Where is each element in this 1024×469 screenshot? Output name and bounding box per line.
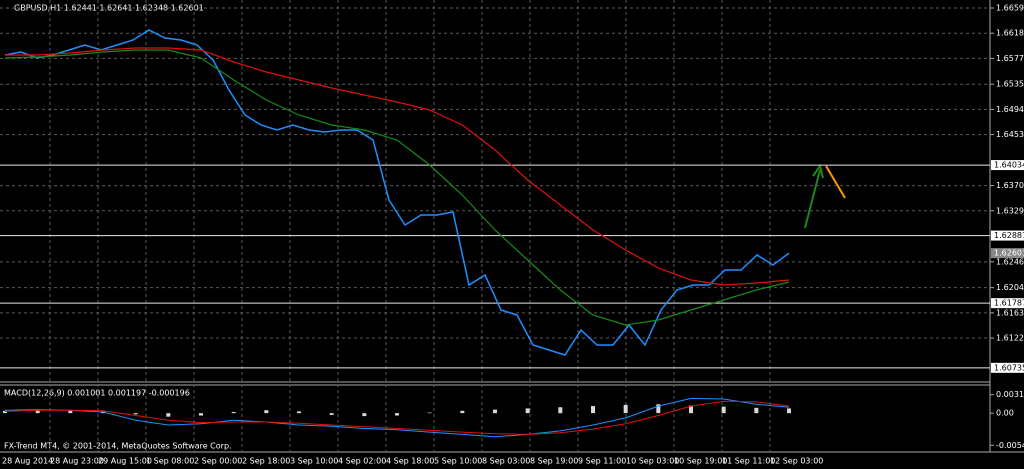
- x-tick-label: 4 Sep 02:00: [338, 457, 386, 466]
- level-tag: [991, 362, 1024, 373]
- macd-bar: [264, 410, 269, 414]
- macd-bar: [754, 407, 759, 414]
- macd-bar: [787, 408, 791, 414]
- macd-title: MACD(12,26,9) 0.001001 0.001197 -0.00019…: [4, 389, 190, 398]
- macd-bar: [721, 406, 726, 414]
- x-tick-label: 28 Aug 23:00: [50, 457, 104, 466]
- x-tick-label: 29 Aug 15:00: [98, 457, 152, 466]
- level-label: 1.62887: [994, 231, 1024, 240]
- copyright: FX-Trend MT4, © 2001-2014, MetaQuotes So…: [4, 442, 232, 451]
- macd-bar: [133, 413, 138, 415]
- y-tick-label: 1.64530: [996, 130, 1024, 139]
- macd-bar: [427, 412, 432, 414]
- x-tick-label: 2 Sep 18:00: [242, 457, 290, 466]
- macd-bar: [493, 409, 497, 414]
- level-label: 1.60735: [994, 363, 1024, 372]
- y-tick-label: 1.62040: [996, 283, 1024, 292]
- macd-line: [4, 400, 790, 435]
- macd-tick-label: 0.00: [996, 409, 1014, 418]
- x-tick-label: 8 Sep 03:00: [482, 457, 530, 466]
- x-tick-label: 5 Sep 10:00: [434, 457, 482, 466]
- macd-bar: [623, 404, 628, 414]
- x-tick-label: 1 Sep 08:00: [146, 457, 194, 466]
- level-tag: [991, 230, 1024, 241]
- x-tick-label: 3 Sep 10:00: [290, 457, 338, 466]
- level-tag: [991, 160, 1024, 171]
- current-price-label: 1.62601: [994, 249, 1024, 258]
- macd-bar: [3, 410, 7, 414]
- price-line: [4, 29, 790, 356]
- arrow-up: [804, 169, 821, 229]
- level-label: 1.64034: [994, 161, 1024, 170]
- macd-bar: [35, 409, 40, 414]
- macd-bar: [68, 410, 73, 414]
- macd-bar: [297, 411, 301, 414]
- x-tick-label: 2 Sep 00:00: [194, 457, 242, 466]
- x-tick-label: 9 Sep 11:00: [578, 457, 626, 466]
- y-tick-label: 1.61220: [996, 334, 1024, 343]
- macd-bar: [558, 407, 563, 414]
- macd-bar: [199, 413, 203, 416]
- y-tick-label: 1.64940: [996, 105, 1024, 114]
- current-price-tag: [991, 248, 1024, 259]
- macd-bar: [231, 411, 236, 414]
- arrow-down: [825, 165, 846, 199]
- y-tick-label: 1.63700: [996, 181, 1024, 190]
- macd-tick-label: -0.005432: [996, 441, 1024, 450]
- macd-bar: [689, 405, 693, 414]
- macd-bar: [656, 404, 661, 414]
- x-tick-label: 4 Sep 18:00: [386, 457, 434, 466]
- trend-arrows: [804, 163, 846, 229]
- arrow-head: [812, 163, 824, 179]
- level-tag: [991, 298, 1024, 309]
- x-tick-label: 10 Sep 19:00: [674, 457, 727, 466]
- y-tick-label: 1.65770: [996, 54, 1024, 63]
- macd-line: [4, 397, 790, 438]
- y-tick-label: 1.63290: [996, 206, 1024, 215]
- x-tick-label: 12 Sep 03:00: [770, 457, 823, 466]
- macd-bar: [525, 408, 530, 414]
- macd-bar: [395, 413, 399, 416]
- macd-bar: [591, 406, 595, 414]
- macd-bar: [362, 413, 367, 417]
- macd-tick-label: 0.003121: [996, 390, 1024, 399]
- y-tick-label: 1.65350: [996, 80, 1024, 89]
- y-tick-label: 1.61630: [996, 308, 1024, 317]
- x-tick-label: 11 Sep 11:00: [722, 457, 775, 466]
- moving-average: [5, 47, 790, 286]
- moving-average: [4, 49, 790, 326]
- y-tick-label: 1.66180: [996, 29, 1024, 38]
- macd-bar: [166, 413, 171, 417]
- x-tick-label: 8 Sep 19:00: [530, 457, 578, 466]
- y-tick-label: 1.62460: [996, 257, 1024, 266]
- macd-bar: [460, 410, 465, 414]
- level-label: 1.61787: [994, 299, 1024, 308]
- x-tick-label: 10 Sep 03:00: [626, 457, 679, 466]
- y-tick-label: 1.66590: [996, 3, 1024, 12]
- x-tick-label: 28 Aug 2014: [2, 457, 53, 466]
- macd-bar: [329, 413, 334, 415]
